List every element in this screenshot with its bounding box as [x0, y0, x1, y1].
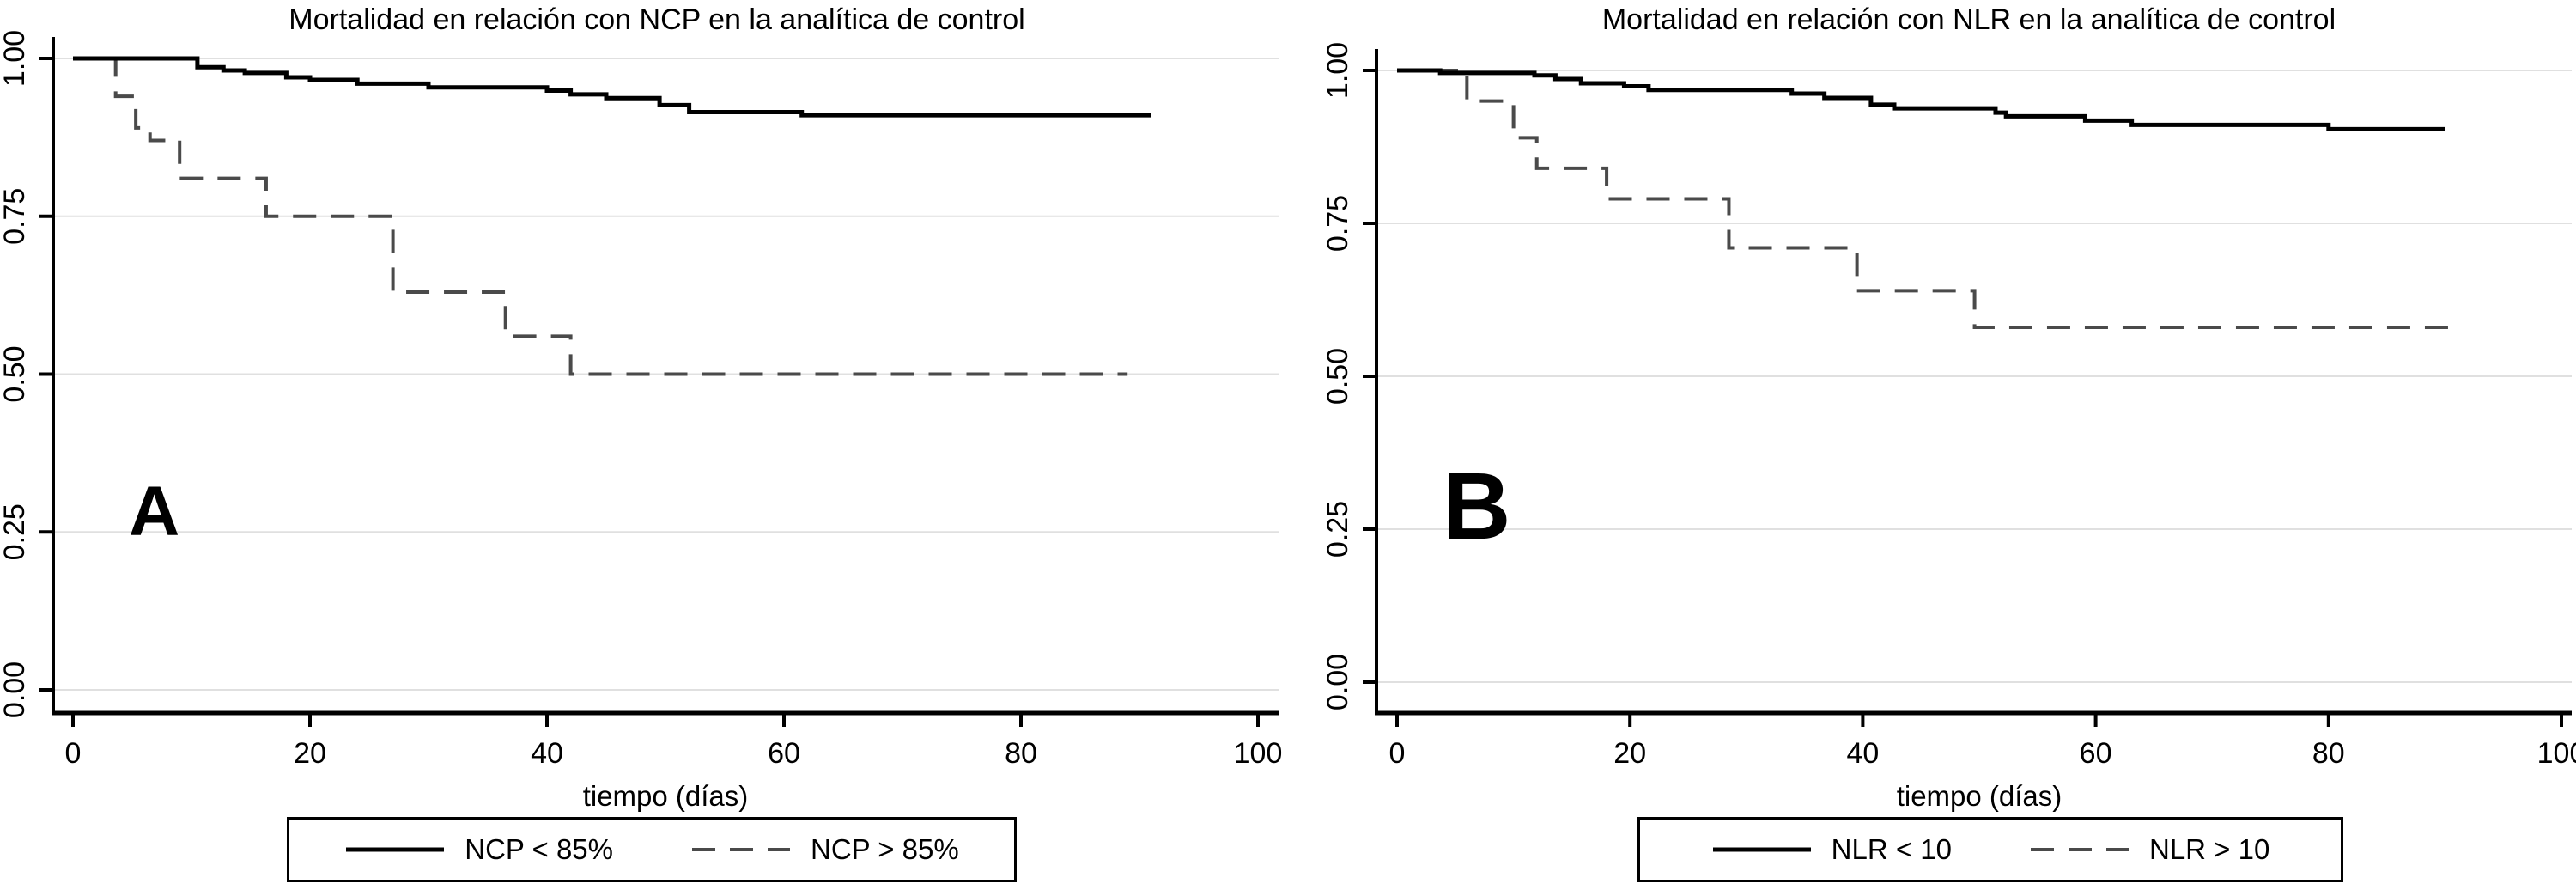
km-chart-a: 0.00 0.25 0.50 0.75 1.00 0 20 40 60 80 100 Mortali…: [0, 3, 1282, 812]
y-tick-label: 0.75: [1321, 195, 1354, 252]
solid-line-sample: [1711, 846, 1813, 853]
y-tick-label: 0.75: [0, 188, 31, 245]
legend-item-ncp-gt-85: NCP > 85%: [690, 833, 959, 866]
x-tick-label: 100: [1234, 737, 1283, 770]
legend-item-nlr-gt-10: NLR > 10: [2029, 833, 2269, 866]
panel-b-xlabel: tiempo (días): [1897, 780, 2063, 812]
x-tick-label: 20: [1613, 737, 1646, 770]
x-tick-label: 0: [65, 737, 82, 770]
legend-b: NLR < 10 NLR > 10: [1637, 817, 2343, 882]
legend-a: NCP < 85% NCP > 85%: [287, 817, 1017, 882]
plot-area-b: 0.00 0.25 0.50 0.75 1.00 0 20 40 60 80 100: [1321, 42, 2576, 770]
x-tick-label: 80: [1005, 737, 1037, 770]
y-tick-label: 0.50: [0, 345, 31, 402]
series-curve-ncp-85: [73, 57, 1128, 376]
legend-label: NLR < 10: [1831, 833, 1952, 865]
x-tick-label: 80: [2312, 737, 2345, 770]
x-tick-label: 60: [2080, 737, 2112, 770]
legend-label: NCP > 85%: [811, 833, 959, 865]
panel-b-title: Mortalidad en relación con NLR en la ana…: [1602, 3, 2336, 36]
solid-line-sample: [344, 846, 446, 853]
dashed-line-sample: [690, 846, 792, 853]
series-curve-nlr-10: [1397, 69, 2457, 330]
legend-item-ncp-lt-85: NCP < 85%: [344, 833, 613, 866]
panel-a-letter: A: [129, 472, 179, 551]
x-tick-label: 0: [1389, 737, 1406, 770]
y-tick-label: 0.00: [0, 661, 31, 718]
y-tick-label: 0.25: [0, 503, 31, 560]
y-tick-label: 1.00: [0, 30, 31, 87]
panel-a-title: Mortalidad en relación con NCP en la ana…: [289, 3, 1024, 36]
series-curve-nlr-10: [1397, 68, 2445, 131]
x-tick-label: 60: [768, 737, 800, 770]
legend-label: NCP < 85%: [465, 833, 613, 865]
km-chart-b: 0.00 0.25 0.50 0.75 1.00 0 20 40 60 80 100 Mortali…: [1321, 3, 2576, 812]
km-panel-a: 0.00 0.25 0.50 0.75 1.00 0 20 40 60 80 100 Mortali…: [0, 3, 1282, 882]
legend-label: NLR > 10: [2149, 833, 2270, 865]
y-tick-label: 0.50: [1321, 348, 1354, 405]
legend-item-nlr-lt-10: NLR < 10: [1711, 833, 1952, 866]
series-curve-ncp-85: [73, 56, 1151, 118]
panel-b-letter: B: [1443, 454, 1510, 559]
plot-area-a: 0.00 0.25 0.50 0.75 1.00 0 20 40 60 80 100: [0, 30, 1282, 770]
panel-a-xlabel: tiempo (días): [583, 780, 749, 812]
x-tick-label: 40: [531, 737, 563, 770]
x-tick-label: 100: [2537, 737, 2576, 770]
y-tick-label: 1.00: [1321, 42, 1354, 99]
x-tick-label: 20: [294, 737, 326, 770]
y-tick-label: 0.25: [1321, 501, 1354, 558]
x-tick-label: 40: [1846, 737, 1879, 770]
dashed-line-sample: [2029, 846, 2130, 853]
km-panel-b: 0.00 0.25 0.50 0.75 1.00 0 20 40 60 80 100 Mortali…: [1288, 0, 2576, 890]
y-tick-label: 0.00: [1321, 654, 1354, 710]
